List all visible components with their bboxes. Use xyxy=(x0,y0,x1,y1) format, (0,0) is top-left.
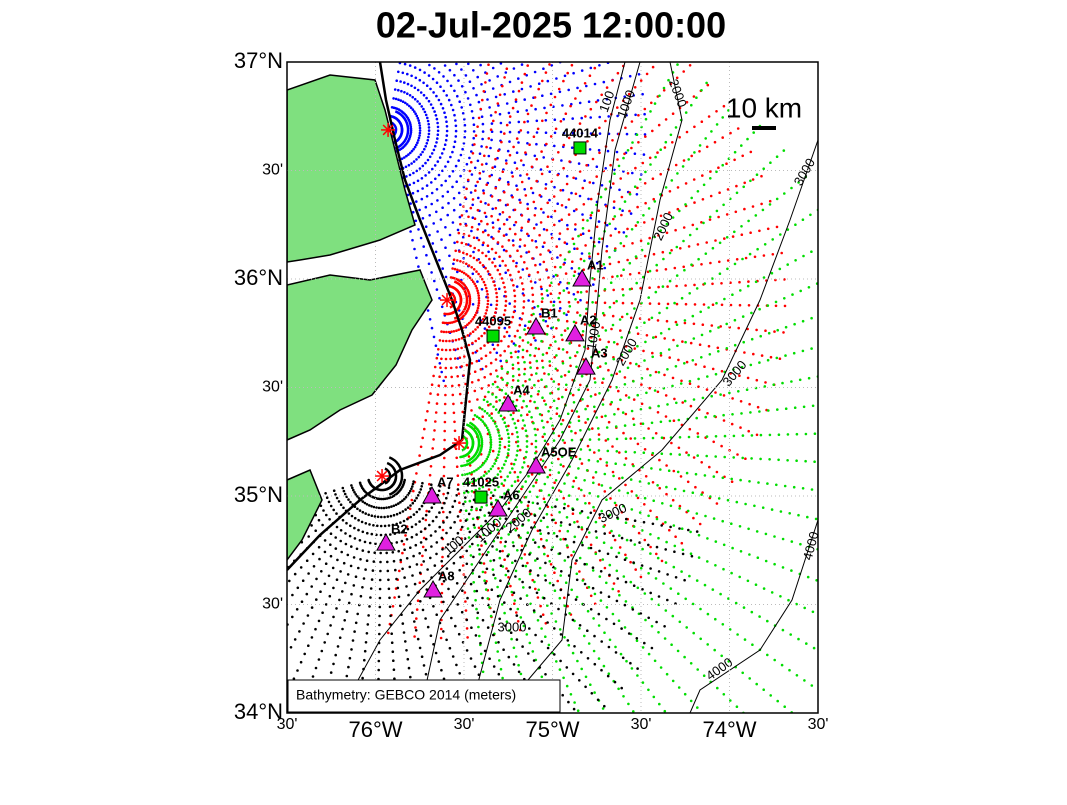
y-tick-label: 30' xyxy=(262,596,283,613)
x-tick-label: 30' xyxy=(454,716,475,733)
radar-star-ray xyxy=(453,437,465,449)
buoy-label: 44095 xyxy=(475,314,511,329)
station xyxy=(422,485,442,504)
contour-label: 3000 xyxy=(498,619,527,634)
radar-arc xyxy=(453,280,469,320)
attribution-box xyxy=(287,679,561,713)
buoy xyxy=(573,141,587,155)
radar-arc xyxy=(394,110,410,150)
station xyxy=(498,393,518,412)
radar-dots xyxy=(387,63,787,640)
radar-star-ray xyxy=(441,294,453,306)
station xyxy=(376,533,396,551)
x-tick-label: 30' xyxy=(808,716,829,733)
radar-star-ray xyxy=(382,124,394,136)
y-tick-label: 37°N xyxy=(234,48,283,73)
radar-arc xyxy=(463,428,475,458)
x-tick-label: 74°W xyxy=(702,717,756,742)
radar-dots xyxy=(287,477,699,713)
x-tick-label: 30' xyxy=(631,716,652,733)
radar-site xyxy=(452,436,467,451)
radar-site xyxy=(381,122,396,137)
attribution: Bathymetry: GEBCO 2014 (meters) xyxy=(296,687,516,703)
buoy-label: 41025 xyxy=(463,475,499,490)
station xyxy=(488,499,508,517)
grid: 30' 76°W 30' 75°W 30' 74°W 30'34°N30'35°N30'36… xyxy=(234,48,829,742)
land xyxy=(287,62,472,571)
x-tick-label: 75°W xyxy=(525,717,579,742)
contour-label: 4000 xyxy=(800,530,822,562)
scale-bar-label: 10 km xyxy=(726,92,802,123)
radar-star-ray xyxy=(376,470,388,482)
station xyxy=(526,316,546,335)
y-tick-label: 34°N xyxy=(234,699,283,724)
buoy xyxy=(474,490,488,504)
markers: 44014 44095 41025 A1 B1 A2 A3 A4 A5OE A7 A6 B2 A8 xyxy=(375,122,608,598)
radar-site xyxy=(375,469,390,484)
y-tick-label: 30' xyxy=(262,162,283,179)
radar-coverage xyxy=(287,62,818,713)
station-label: A8 xyxy=(438,568,455,583)
station-label: A3 xyxy=(591,346,608,361)
station-label: A6 xyxy=(503,487,520,502)
station xyxy=(565,323,585,342)
contours xyxy=(339,62,818,713)
station-label: B1 xyxy=(541,305,558,320)
station xyxy=(576,357,596,375)
station xyxy=(572,268,592,287)
radar-dots xyxy=(459,63,818,713)
station xyxy=(423,579,443,598)
station xyxy=(526,456,546,474)
y-tick-label: 35°N xyxy=(234,482,283,507)
station-label: A7 xyxy=(437,474,454,489)
station-label: B2 xyxy=(391,522,408,537)
contour-label: 1000 xyxy=(584,320,604,351)
station-label: A2 xyxy=(580,312,597,327)
station-label: A5OE xyxy=(541,444,577,459)
buoy-label: 44014 xyxy=(562,125,599,140)
y-tick-label: 36°N xyxy=(234,265,283,290)
radar-site xyxy=(440,293,455,308)
radar-arc xyxy=(388,456,404,496)
x-tick-label: 30' xyxy=(277,716,298,733)
buoy xyxy=(486,329,500,343)
radar-arc xyxy=(386,461,398,491)
map-frame xyxy=(286,61,819,714)
station-label: A1 xyxy=(587,257,604,272)
station-label: A4 xyxy=(513,382,530,397)
x-tick-label: 76°W xyxy=(348,717,402,742)
radar-arc xyxy=(449,291,457,309)
title: 02-Jul-2025 12:00:00 xyxy=(376,5,726,46)
y-tick-label: 30' xyxy=(262,379,283,396)
contour-label: 100 xyxy=(596,89,618,115)
radar-arc xyxy=(465,423,481,463)
